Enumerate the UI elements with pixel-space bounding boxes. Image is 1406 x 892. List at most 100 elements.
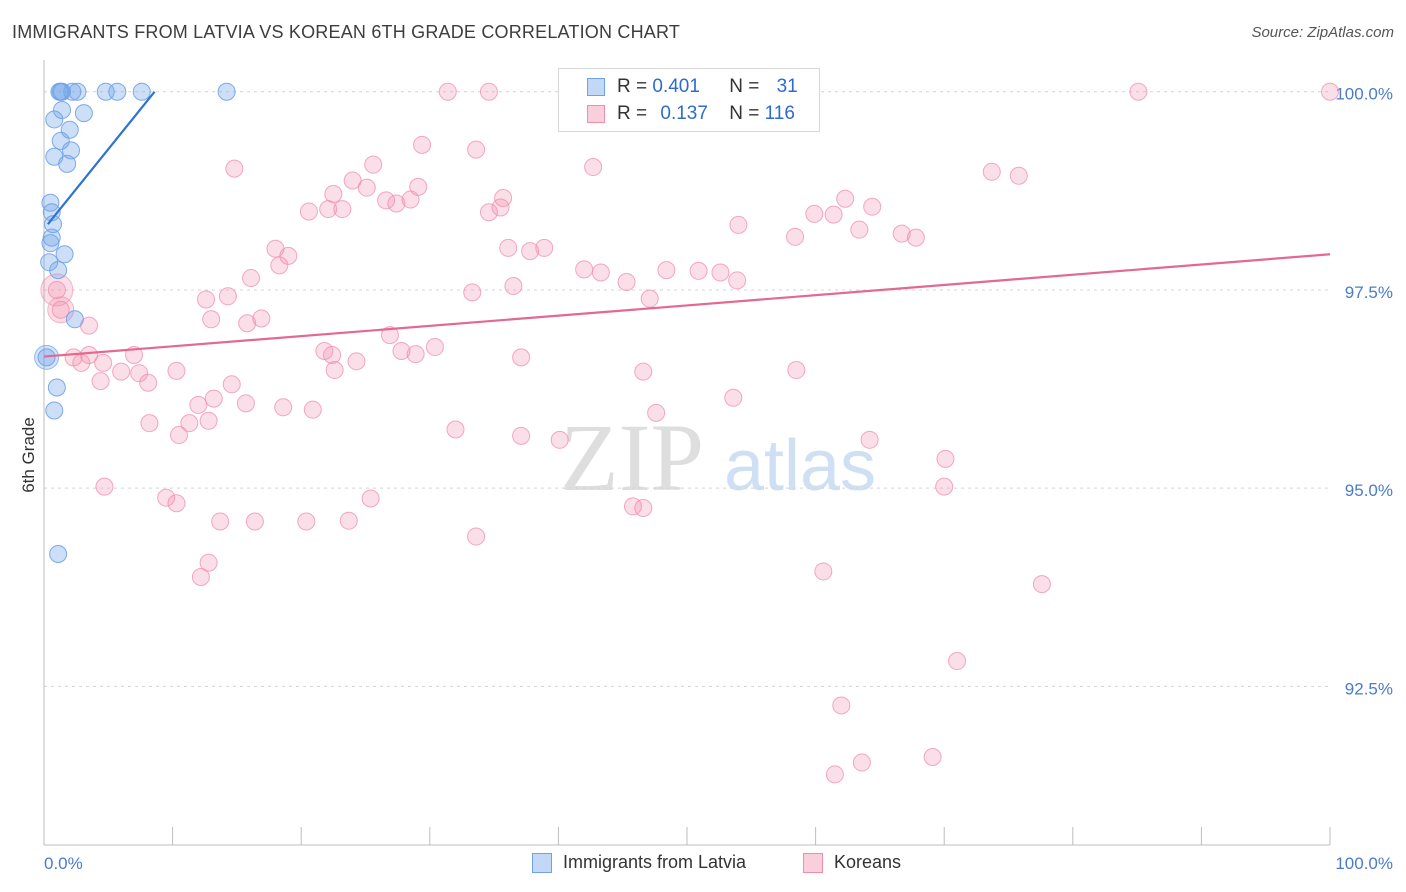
latvia-n-value: 31	[776, 76, 798, 97]
korean-point	[1032, 575, 1051, 594]
korean-bottom-swatch	[803, 853, 823, 873]
x-tick-label-start: 0.0%	[44, 854, 83, 873]
y-tick-label: 97.5%	[1345, 283, 1393, 302]
korean-point	[392, 342, 411, 361]
korean-point	[425, 338, 444, 357]
korean-point	[640, 289, 659, 308]
korean-point	[333, 200, 352, 219]
korean-point	[157, 488, 176, 507]
korean-point	[906, 228, 925, 247]
korean-point	[860, 430, 879, 449]
korean-point	[401, 190, 420, 209]
korean-point	[479, 82, 498, 101]
korean-point	[634, 362, 653, 381]
korean-legend-swatch	[587, 105, 605, 123]
latvia-point	[68, 82, 87, 101]
korean-point	[491, 198, 510, 217]
x-tick-label-end: 100.0%	[1335, 854, 1393, 873]
korean-point	[199, 411, 218, 430]
korean-point	[814, 562, 833, 581]
watermark-zip: ZIP	[560, 404, 704, 511]
korean-point	[729, 215, 748, 234]
korean-point	[467, 527, 486, 546]
korean-point	[521, 242, 540, 261]
latvia-point	[132, 82, 151, 101]
korean-point	[91, 372, 110, 391]
korean-point	[512, 348, 531, 367]
korean-point	[512, 426, 531, 445]
watermark-atlas: atlas	[724, 426, 876, 506]
korean-point	[380, 326, 399, 345]
korean-point	[319, 200, 338, 219]
korean-point	[202, 310, 221, 329]
korean-point	[892, 224, 911, 243]
korean-point	[657, 261, 676, 280]
korean-point	[711, 263, 730, 282]
korean-point	[446, 420, 465, 439]
korean-point	[95, 477, 114, 496]
korean-point	[634, 499, 653, 518]
korean-point	[617, 273, 636, 292]
korean-point	[361, 489, 380, 508]
korean-point	[279, 246, 298, 265]
korean-point	[499, 238, 518, 257]
korean-point	[94, 353, 113, 372]
korean-point	[948, 652, 967, 671]
korean-point	[189, 395, 208, 414]
korean-r-label: R =	[617, 103, 648, 124]
korean-point	[112, 362, 131, 381]
latvia-point	[40, 253, 59, 272]
latvia-bottom-label: Immigrants from Latvia	[563, 852, 747, 872]
korean-point	[140, 414, 159, 433]
korean-point	[325, 361, 344, 380]
latvia-r-value: 0.401	[652, 76, 700, 97]
korean-point	[347, 352, 366, 371]
latvia-stats-row: R = 0.401 N = 31	[617, 76, 798, 98]
korean-point	[218, 287, 237, 306]
latvia-trend-line	[47, 91, 156, 225]
korean-point	[324, 185, 343, 204]
korean-point	[377, 191, 396, 210]
latvia-point	[217, 82, 236, 101]
y-tick-label: 95.0%	[1345, 481, 1393, 500]
latvia-point	[65, 310, 84, 329]
korean-point	[935, 477, 954, 496]
korean-point	[504, 276, 523, 295]
korean-point	[438, 82, 457, 101]
latvia-point	[49, 544, 68, 563]
korean-stats-row: R = 0.137 N = 116	[617, 103, 795, 125]
latvia-point	[62, 141, 81, 160]
korean-point	[832, 696, 851, 715]
korean-point	[47, 280, 66, 299]
latvia-point	[74, 104, 93, 123]
korean-point	[724, 388, 743, 407]
korean-bottom-label: Koreans	[834, 852, 902, 872]
y-tick-label: 92.5%	[1345, 679, 1393, 698]
latvia-point	[49, 261, 68, 280]
korean-point	[689, 261, 708, 280]
korean-point	[1321, 82, 1339, 101]
korean-point	[170, 426, 189, 445]
korean-point	[80, 345, 99, 364]
latvia-point	[45, 401, 64, 420]
latvia-point	[53, 82, 72, 101]
korean-point	[406, 345, 425, 364]
korean-point	[413, 135, 432, 154]
latvia-point	[58, 154, 77, 173]
korean-point	[297, 512, 316, 531]
korean-trend-line	[43, 253, 1331, 358]
korean-point	[339, 511, 358, 530]
korean-point	[863, 197, 882, 216]
korean-point	[850, 220, 869, 239]
korean-r-value: 0.137	[660, 103, 708, 124]
korean-point	[167, 361, 186, 380]
source-label: Source: ZipAtlas.com	[1251, 24, 1394, 41]
korean-point	[204, 389, 223, 408]
korean-point	[836, 189, 855, 208]
latvia-point	[45, 110, 64, 129]
y-axis-label: 6th Grade	[19, 417, 38, 493]
korean-point	[535, 238, 554, 257]
korean-point-large	[40, 273, 74, 307]
korean-point	[786, 227, 805, 246]
